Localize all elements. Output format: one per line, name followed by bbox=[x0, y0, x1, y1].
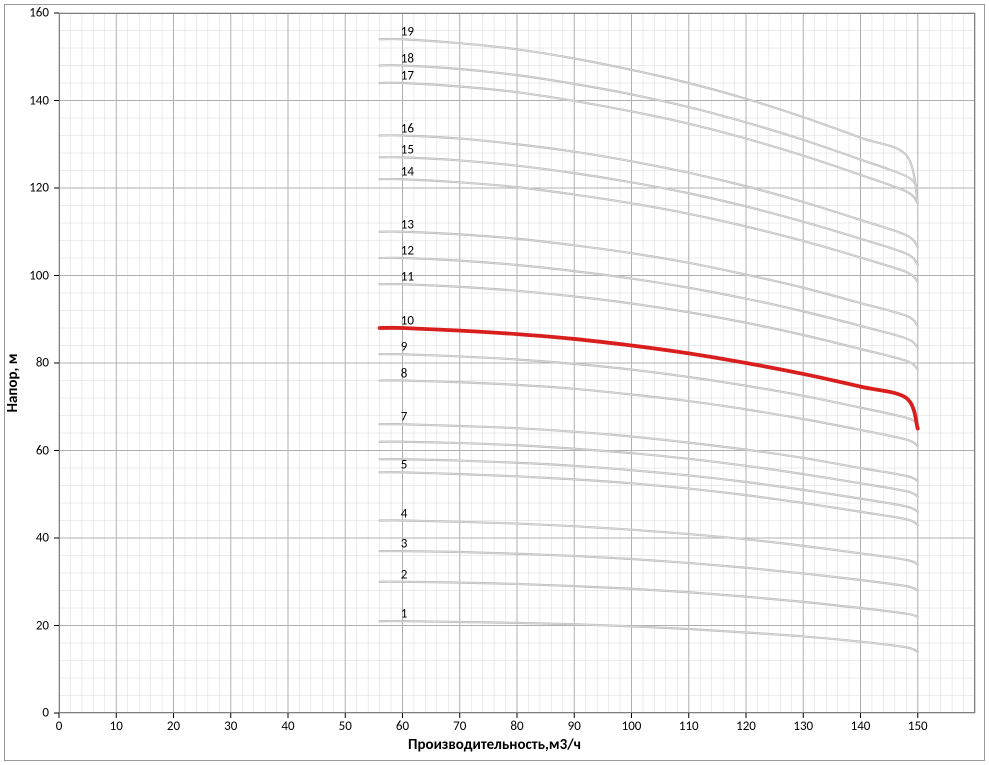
y-tick-label: 0 bbox=[42, 706, 49, 721]
x-tick-label: 80 bbox=[510, 719, 523, 734]
x-tick-label: 150 bbox=[908, 719, 928, 734]
y-tick-label: 100 bbox=[29, 268, 49, 283]
series-label: 12 bbox=[401, 244, 414, 259]
series-label: 13 bbox=[401, 217, 414, 232]
x-tick-label: 40 bbox=[281, 719, 294, 734]
series-label: 7 bbox=[401, 410, 408, 425]
series-line bbox=[380, 442, 918, 497]
x-tick-label: 140 bbox=[851, 719, 871, 734]
series-label: 3 bbox=[401, 537, 408, 552]
series-line bbox=[380, 258, 918, 348]
series-label: 15 bbox=[401, 143, 414, 158]
chart-frame: Напор, м Производительность,м3/ч 0204060… bbox=[4, 4, 985, 761]
x-tick-label: 100 bbox=[622, 719, 642, 734]
x-tick-label: 120 bbox=[736, 719, 756, 734]
y-tick-label: 160 bbox=[29, 6, 49, 21]
series-label: 10 bbox=[401, 314, 414, 329]
y-tick-label: 40 bbox=[36, 531, 49, 546]
series-label: 18 bbox=[401, 51, 414, 66]
series-label: 8 bbox=[401, 366, 408, 381]
x-tick-label: 0 bbox=[56, 719, 63, 734]
plot-area bbox=[59, 13, 975, 713]
series-line bbox=[380, 354, 918, 424]
series-label: 19 bbox=[401, 25, 414, 40]
y-tick-label: 20 bbox=[36, 618, 49, 633]
series-label: 16 bbox=[401, 121, 414, 136]
series-label: 11 bbox=[401, 270, 414, 285]
y-axis-title: Напор, м bbox=[4, 353, 22, 412]
series-label: 17 bbox=[401, 69, 414, 84]
series-line bbox=[380, 520, 918, 564]
series-line bbox=[380, 582, 918, 617]
x-tick-label: 50 bbox=[339, 719, 352, 734]
series-label: 2 bbox=[401, 567, 408, 582]
y-tick-label: 60 bbox=[36, 443, 49, 458]
x-tick-label: 90 bbox=[568, 719, 581, 734]
x-tick-label: 130 bbox=[793, 719, 813, 734]
series-line bbox=[380, 551, 918, 590]
series-line bbox=[380, 232, 918, 326]
series-label: 4 bbox=[401, 506, 408, 521]
x-tick-label: 110 bbox=[679, 719, 699, 734]
series-label: 1 bbox=[401, 607, 408, 622]
x-tick-label: 10 bbox=[110, 719, 123, 734]
x-axis-title: Производительность,м3/ч bbox=[408, 736, 581, 754]
x-tick-label: 30 bbox=[224, 719, 237, 734]
series-line bbox=[380, 380, 918, 446]
y-tick-label: 80 bbox=[36, 356, 49, 371]
x-tick-label: 60 bbox=[396, 719, 409, 734]
series-label: 14 bbox=[401, 165, 414, 180]
tick-marks bbox=[54, 13, 918, 718]
series-line bbox=[380, 65, 918, 188]
series-line bbox=[380, 39, 918, 203]
series-label: 5 bbox=[401, 458, 408, 473]
series-line bbox=[380, 157, 918, 264]
series-label: 9 bbox=[401, 340, 408, 355]
y-tick-label: 140 bbox=[29, 93, 49, 108]
x-tick-label: 70 bbox=[453, 719, 466, 734]
y-tick-label: 120 bbox=[29, 181, 49, 196]
x-tick-label: 20 bbox=[167, 719, 180, 734]
